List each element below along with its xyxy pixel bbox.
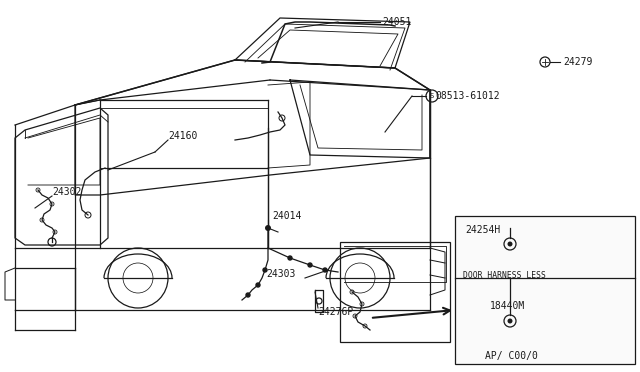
Text: DOOR HARNESS LESS: DOOR HARNESS LESS — [463, 271, 546, 280]
Text: 24051: 24051 — [382, 17, 412, 27]
Circle shape — [256, 283, 260, 287]
Circle shape — [508, 318, 513, 324]
Text: 24302: 24302 — [52, 187, 81, 197]
Circle shape — [246, 293, 250, 297]
Text: 08513-61012: 08513-61012 — [435, 91, 500, 101]
Text: 24254H: 24254H — [465, 225, 500, 235]
Bar — [455, 216, 635, 364]
Circle shape — [265, 225, 271, 231]
Text: 24276P: 24276P — [318, 307, 353, 317]
Text: 24279: 24279 — [563, 57, 593, 67]
Text: 24014: 24014 — [272, 211, 301, 221]
Text: S: S — [430, 93, 434, 99]
Circle shape — [288, 256, 292, 260]
Text: 24160: 24160 — [168, 131, 197, 141]
Text: AP/ C00/0: AP/ C00/0 — [485, 351, 538, 361]
Circle shape — [308, 263, 312, 267]
Circle shape — [508, 241, 513, 247]
Circle shape — [323, 268, 327, 272]
Circle shape — [263, 268, 267, 272]
Text: 18440M: 18440M — [490, 301, 525, 311]
Text: 24303: 24303 — [267, 269, 296, 279]
